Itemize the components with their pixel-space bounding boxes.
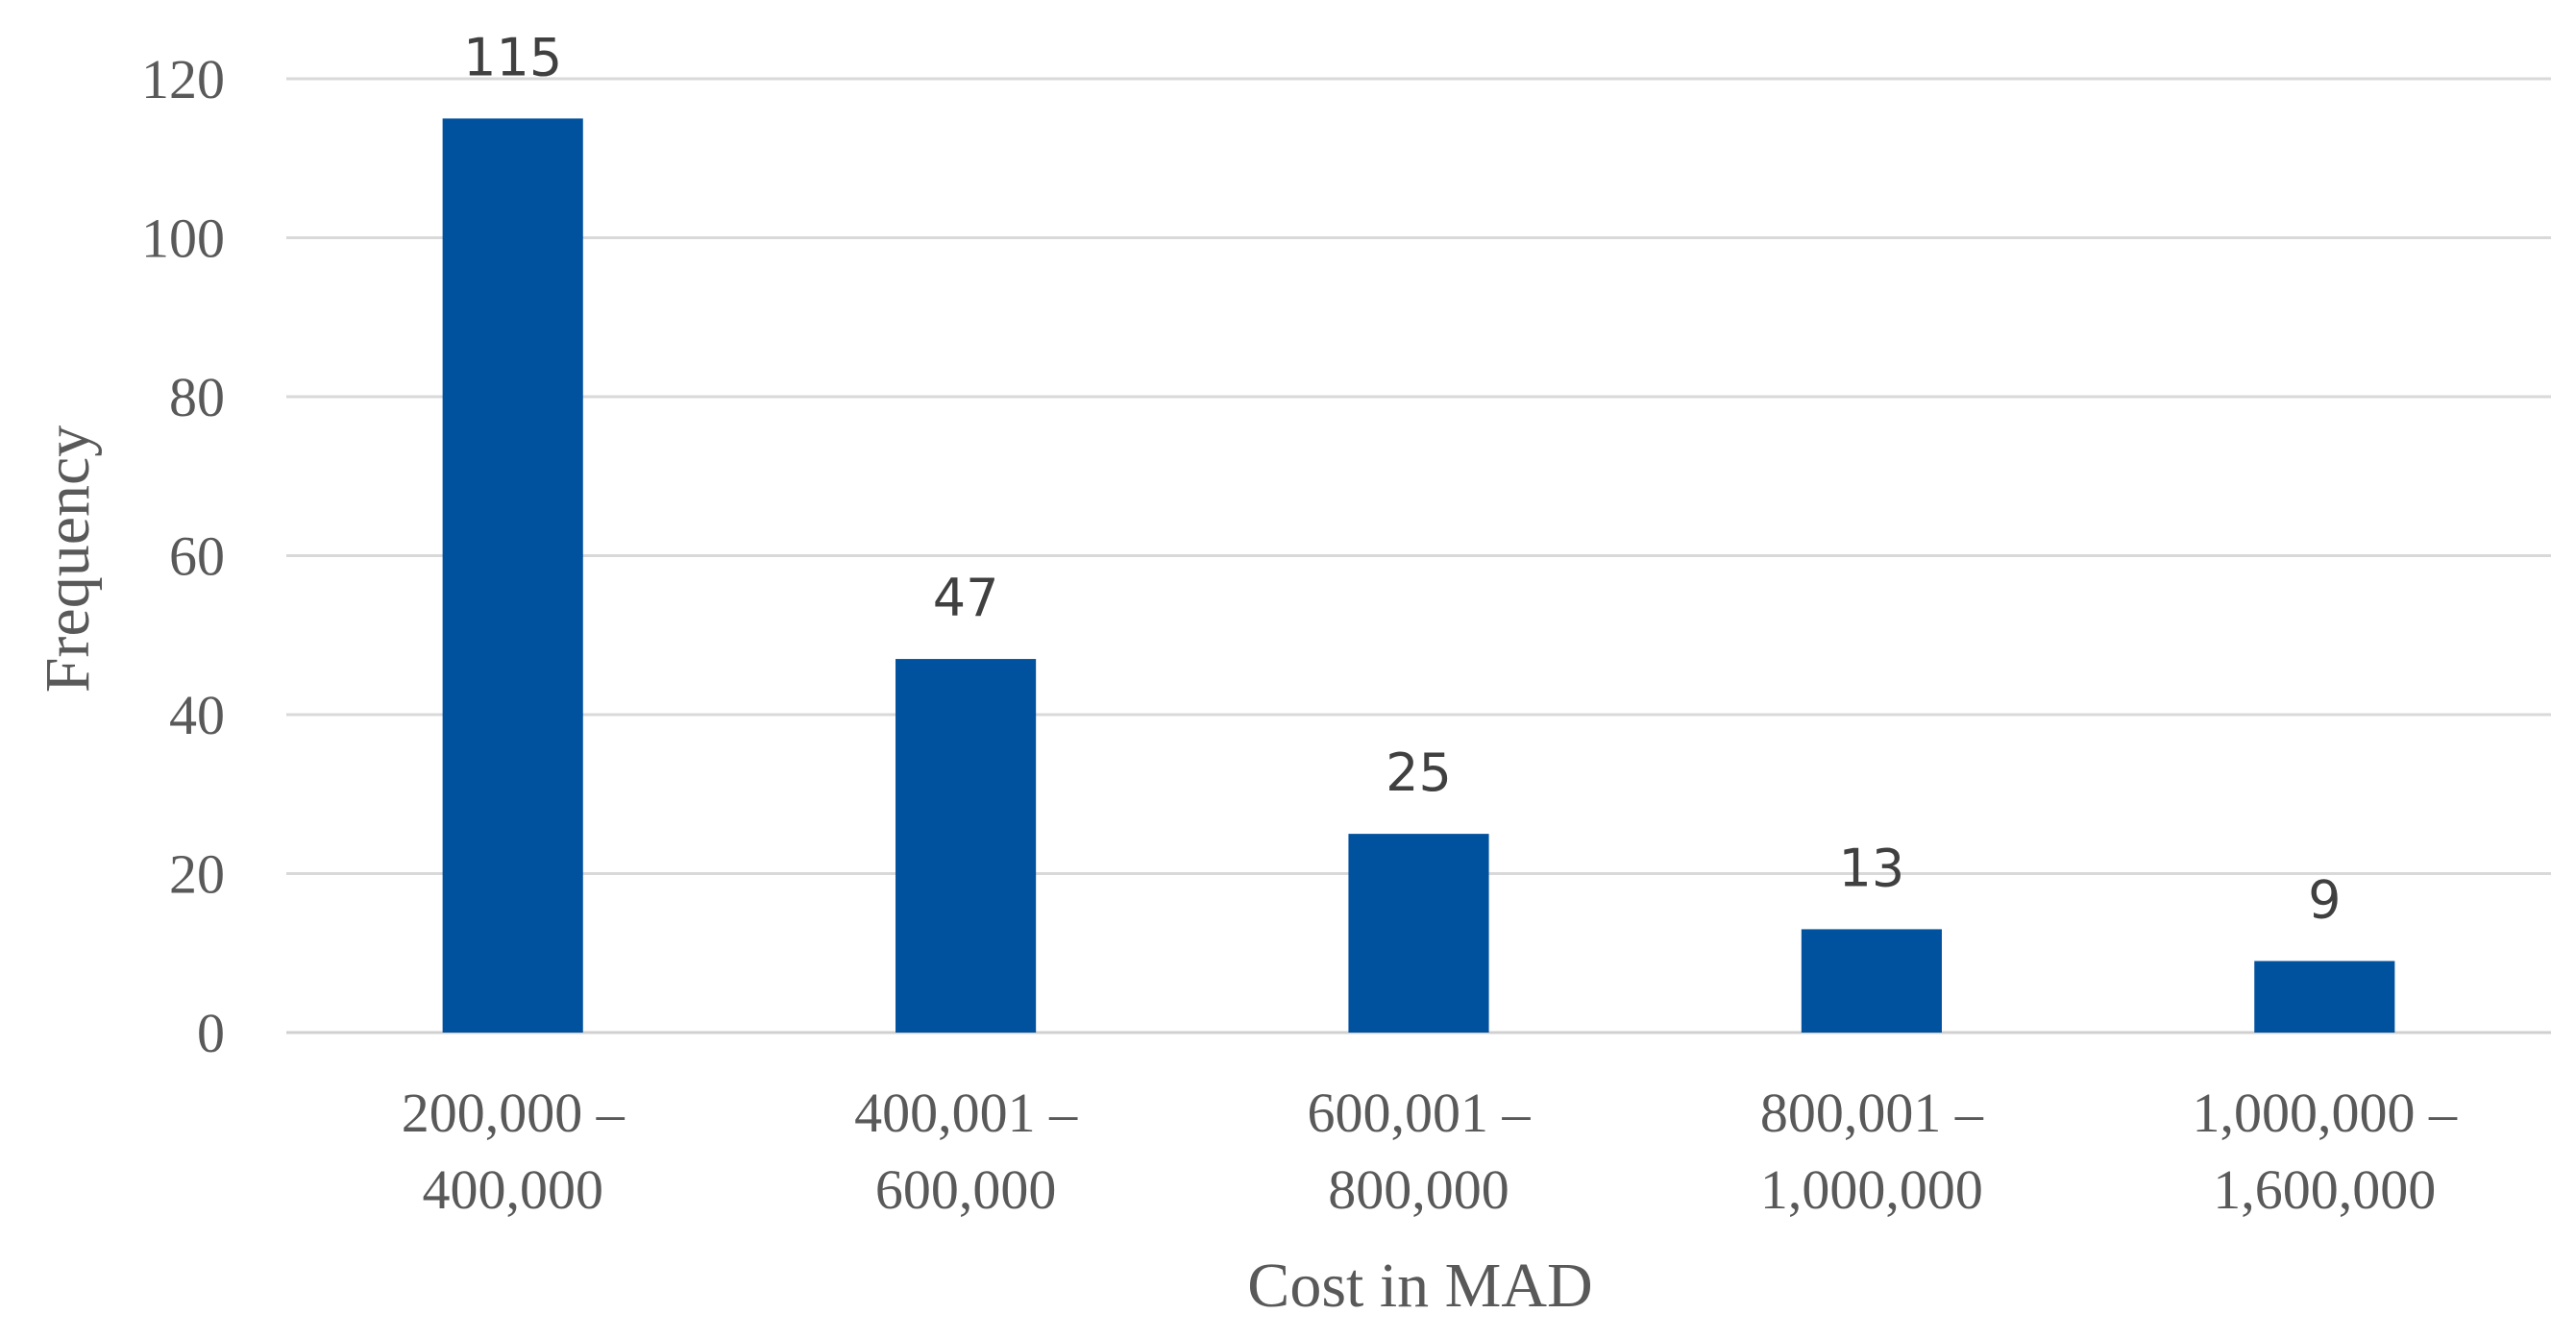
y-tick-label: 20 [169,843,225,906]
data-label: 25 [1386,742,1452,803]
x-tick-label: 400,001 – [854,1082,1078,1144]
bar [1348,834,1489,1033]
y-tick-label: 60 [169,525,225,588]
x-tick-label: 800,000 [1328,1158,1509,1221]
bar [442,118,583,1033]
x-tick-label: 1,600,000 [2213,1158,2436,1221]
bar [2254,961,2395,1033]
bar [1801,929,1942,1033]
x-tick-label: 800,001 – [1760,1082,1984,1144]
x-tick-label: 600,001 – [1308,1082,1532,1144]
data-label: 9 [2308,870,2341,931]
x-tick-label: 1,000,000 – [2193,1082,2459,1144]
gridlines [286,77,2551,1034]
y-tick-label: 120 [141,48,225,110]
data-label: 47 [933,568,999,628]
bars [442,118,2395,1033]
y-tick-label: 80 [169,366,225,428]
data-labels: 115 47 25 13 9 [463,27,2341,930]
bar [895,659,1037,1033]
x-tick-label: 200,000 – [402,1082,626,1144]
x-tick-label: 600,000 [875,1158,1057,1221]
y-axis-ticks: 0 20 40 60 80 100 120 [141,48,225,1064]
x-tick-label: 400,000 [422,1158,603,1221]
y-tick-label: 100 [141,207,225,270]
x-axis-ticks: 200,000 – 400,000 400,001 – 600,000 600,001 … [402,1082,2458,1221]
x-tick-label: 1,000,000 [1760,1158,1983,1221]
y-axis-title: Frequency [33,426,103,693]
data-label: 13 [1839,838,1905,898]
y-tick-label: 40 [169,684,225,746]
data-label: 115 [463,27,562,87]
y-tick-label: 0 [197,1002,225,1064]
x-axis-title: Cost in MAD [1247,1251,1592,1321]
